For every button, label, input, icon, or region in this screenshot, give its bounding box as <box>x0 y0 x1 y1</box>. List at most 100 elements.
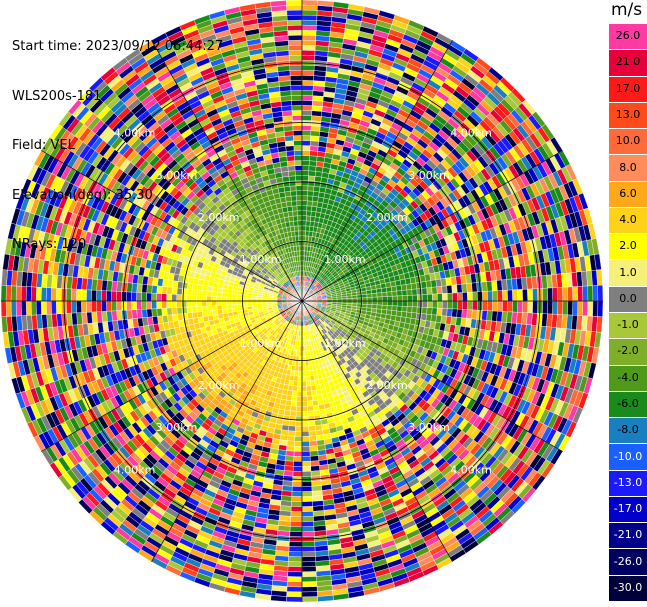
gate-cell <box>311 105 323 112</box>
gate-cell <box>305 220 311 227</box>
gate-cell <box>381 291 388 297</box>
gate-cell <box>307 400 314 407</box>
gate-cell <box>467 291 473 302</box>
gate-cell <box>309 455 319 462</box>
gate-cell <box>301 29 317 36</box>
gate-cell <box>301 375 307 382</box>
gate-cell <box>301 195 308 201</box>
gate-cell <box>301 140 311 146</box>
gate-cell <box>376 292 383 298</box>
gate-cell <box>286 394 293 401</box>
gate-cell <box>376 300 383 306</box>
gate-cell <box>532 300 538 314</box>
gate-cell <box>562 300 569 316</box>
gate-cell <box>472 300 478 311</box>
gate-cell <box>311 115 322 122</box>
gate-cell <box>382 300 388 306</box>
gate-cell <box>306 200 313 207</box>
gate-cell <box>286 581 303 588</box>
gate-cell <box>392 295 398 302</box>
gate-cell <box>314 419 322 426</box>
gate-cell <box>346 300 353 304</box>
gate-cell <box>462 300 468 310</box>
gate-cell <box>310 465 320 472</box>
gate-cell <box>466 283 473 293</box>
gate-cell <box>426 287 433 295</box>
gate-cell <box>310 470 321 477</box>
gate-cell <box>295 421 303 427</box>
gate-cell <box>305 360 309 367</box>
gate-cell <box>306 380 312 387</box>
gate-cell <box>301 411 309 417</box>
gate-cell <box>405 283 412 291</box>
gate-cell <box>597 300 604 317</box>
gate-cell <box>507 300 513 313</box>
gate-cell <box>412 300 418 308</box>
gate-cell <box>301 155 310 161</box>
gate-cell <box>301 205 308 211</box>
gate-cell <box>401 289 408 296</box>
gate-cell <box>442 300 448 309</box>
gate-cell <box>309 140 319 147</box>
gate-cell <box>301 105 313 111</box>
gate-cell <box>301 541 316 547</box>
gate-cell <box>288 546 303 552</box>
gate-cell <box>416 288 423 296</box>
gate-cell <box>297 381 303 387</box>
gate-cell <box>472 291 478 302</box>
gate-cell <box>301 220 307 227</box>
gate-cell <box>305 370 311 377</box>
gate-cell <box>527 300 533 314</box>
gate-cell <box>312 95 324 102</box>
gate-cell <box>296 401 303 407</box>
gate-cell <box>432 300 438 309</box>
gate-cell <box>295 426 303 432</box>
gate-cell <box>467 300 473 311</box>
gate-cell <box>284 460 294 467</box>
gate-cell <box>416 306 423 314</box>
gate-cell <box>351 295 358 299</box>
gate-cell <box>486 280 493 292</box>
gate-cell <box>410 282 417 290</box>
gate-cell <box>287 430 296 437</box>
gate-cell <box>309 145 319 152</box>
gate-cell <box>301 14 318 21</box>
gate-cell <box>415 312 422 321</box>
gate-cell <box>292 385 298 392</box>
gate-cell <box>291 486 303 492</box>
gate-cell <box>301 70 315 76</box>
gate-cell <box>436 307 443 316</box>
gate-cell <box>301 55 316 61</box>
gate-cell <box>301 19 317 26</box>
gate-cell <box>380 283 387 289</box>
gate-cell <box>587 285 594 302</box>
gate-cell <box>301 150 311 156</box>
gate-cell <box>406 306 413 313</box>
gate-cell <box>461 309 468 319</box>
gate-cell <box>457 300 463 310</box>
gate-cell <box>421 287 428 295</box>
gate-cell <box>486 310 493 322</box>
gate-cell <box>310 460 320 467</box>
gate-cell <box>283 409 291 416</box>
gate-cell <box>301 551 316 558</box>
gate-cell <box>284 465 294 472</box>
gate-cell <box>376 288 382 294</box>
gate-cell <box>301 160 310 166</box>
gate-cell <box>307 185 315 192</box>
gate-cell <box>301 360 306 367</box>
gate-cell <box>301 110 313 116</box>
gate-cell <box>294 431 303 437</box>
gate-cell <box>301 451 311 457</box>
gate-cell <box>308 160 317 167</box>
gate-cell <box>301 190 308 196</box>
gate-cell <box>417 300 423 308</box>
gate-cell <box>371 300 378 306</box>
gate-cell <box>307 415 315 422</box>
gate-cell <box>481 310 488 321</box>
gate-cell <box>301 461 311 467</box>
gate-cell <box>502 300 508 312</box>
gate-cell <box>301 175 309 181</box>
gate-cell <box>301 125 312 131</box>
gate-cell <box>306 205 313 212</box>
